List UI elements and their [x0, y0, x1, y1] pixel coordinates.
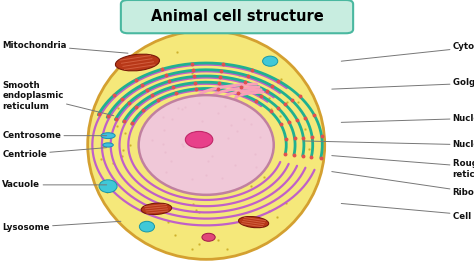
Text: Animal cell structure: Animal cell structure	[151, 9, 323, 24]
Ellipse shape	[139, 221, 155, 232]
Ellipse shape	[238, 217, 269, 228]
Ellipse shape	[202, 233, 215, 241]
Ellipse shape	[141, 203, 172, 214]
Ellipse shape	[99, 180, 117, 193]
Text: Ribosome: Ribosome	[332, 172, 474, 197]
Ellipse shape	[138, 95, 274, 195]
Text: Vacuole: Vacuole	[2, 180, 107, 189]
Ellipse shape	[101, 133, 115, 139]
Text: Centrosome: Centrosome	[2, 131, 107, 140]
Ellipse shape	[263, 56, 278, 66]
Text: Smooth
endoplasmic
reticulum: Smooth endoplasmic reticulum	[2, 81, 114, 116]
Ellipse shape	[88, 31, 325, 259]
Text: Nucleus: Nucleus	[341, 114, 474, 123]
Text: Rough endoplasmic
reticulum: Rough endoplasmic reticulum	[332, 156, 474, 178]
Ellipse shape	[103, 143, 113, 147]
Text: Cell membrane: Cell membrane	[341, 203, 474, 221]
Text: Nucleolus: Nucleolus	[303, 140, 474, 149]
FancyBboxPatch shape	[121, 0, 353, 33]
Text: Cytoplasm: Cytoplasm	[341, 42, 474, 61]
Text: Lysosome: Lysosome	[2, 221, 121, 232]
Text: Golgi apparatus: Golgi apparatus	[332, 78, 474, 89]
Ellipse shape	[115, 54, 160, 71]
Ellipse shape	[185, 131, 213, 148]
Text: Centriole: Centriole	[2, 148, 107, 159]
Text: Mitochondria: Mitochondria	[2, 41, 128, 53]
